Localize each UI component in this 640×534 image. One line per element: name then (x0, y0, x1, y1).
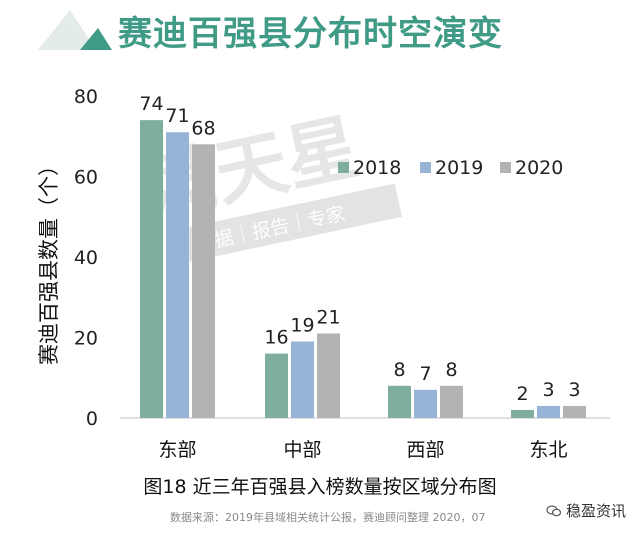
brand: 稳盈资讯 (546, 500, 626, 521)
watermark-band (179, 183, 402, 263)
data-label: 21 (316, 306, 340, 328)
header-triangle-light (38, 10, 96, 50)
data-label: 16 (264, 327, 288, 349)
bar (511, 409, 534, 418)
x-tick-label: 西部 (406, 439, 444, 461)
legend-label: 2018 (353, 157, 401, 179)
y-tick-label: 20 (74, 328, 98, 350)
x-tick-label: 东北 (529, 439, 567, 461)
data-label: 74 (139, 93, 163, 115)
data-label: 8 (393, 359, 405, 381)
bar (317, 333, 340, 418)
legend-label: 2019 (435, 157, 483, 179)
data-label: 8 (445, 359, 457, 381)
bar (192, 144, 215, 419)
bar (563, 405, 586, 418)
figure-caption: 图18 近三年百强县入榜数量按区域分布图 (143, 476, 497, 498)
legend-swatch (338, 162, 349, 173)
legend-label: 2020 (515, 157, 563, 179)
bar (291, 341, 314, 418)
wechat-icon (546, 504, 562, 516)
bar (440, 385, 463, 418)
header-decoration (38, 10, 112, 50)
data-source: 数据来源：2019年县域相关统计公报，赛迪顾问整理 2020，07 (170, 511, 486, 524)
bar (140, 120, 163, 419)
data-label: 19 (290, 315, 314, 337)
legend-swatch (500, 162, 511, 173)
y-axis-label: 赛迪百强县数量（个） (37, 155, 61, 365)
y-tick-label: 80 (74, 86, 98, 108)
legend-swatch (420, 162, 431, 173)
bar (537, 405, 560, 418)
data-label: 3 (542, 379, 554, 401)
data-label: 3 (568, 379, 580, 401)
data-label: 68 (191, 117, 215, 139)
bar (414, 389, 437, 418)
header: 赛迪百强县分布时空演变 (0, 0, 640, 62)
x-tick-label: 东部 (158, 439, 196, 461)
bar (166, 132, 189, 418)
data-label: 7 (419, 363, 431, 385)
bar (388, 385, 411, 418)
bar (265, 353, 288, 418)
brand-text: 稳盈资讯 (565, 502, 626, 520)
data-label: 71 (165, 105, 189, 127)
page-title: 赛迪百强县分布时空演变 (118, 14, 503, 54)
y-tick-label: 0 (86, 408, 98, 430)
y-tick-label: 60 (74, 167, 98, 189)
x-tick-label: 中部 (283, 439, 321, 461)
data-label: 2 (516, 383, 528, 405)
header-triangle-dark (80, 28, 112, 50)
y-tick-label: 40 (74, 247, 98, 269)
legend: 2018 2019 2020 (338, 157, 563, 179)
